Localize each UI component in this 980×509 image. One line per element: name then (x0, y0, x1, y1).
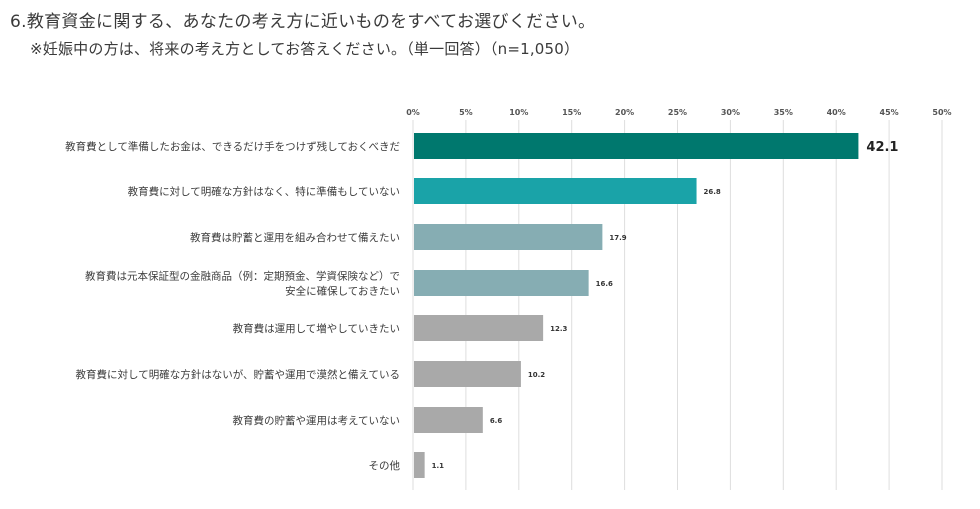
data-label: 42.1 (866, 140, 898, 155)
category-label: 教育費は運用して増やしていきたい (233, 322, 400, 335)
category-label: 教育費は貯蓄と運用を組み合わせて備えたい (190, 231, 400, 244)
tick-label: 15% (562, 108, 581, 117)
category-label: その他 (369, 459, 401, 472)
bar (414, 315, 544, 341)
tick-label: 50% (932, 108, 951, 117)
tick-label: 35% (774, 108, 793, 117)
bar (414, 270, 589, 296)
tick-label: 40% (827, 108, 846, 117)
bar (414, 452, 425, 478)
data-label: 16.6 (596, 280, 613, 288)
tick-label: 20% (615, 108, 634, 117)
tick-label: 0% (406, 108, 420, 117)
page-subtitle: ※妊娠中の方は、将来の考え方としてお答えください。（単一回答）（n=1,050） (30, 40, 580, 58)
bar (414, 361, 521, 387)
data-label: 12.3 (550, 325, 567, 333)
bar (414, 133, 859, 159)
bar (414, 407, 483, 433)
category-label: 教育費に対して明確な方針はなく、特に準備もしていない (128, 185, 400, 198)
tick-label: 45% (880, 108, 899, 117)
data-label: 26.8 (704, 188, 721, 196)
category-label: 安全に確保しておきたい (285, 285, 400, 298)
page-title: 6.教育資金に関する、あなたの考え方に近いものをすべてお選びください。 (10, 12, 596, 32)
category-label: 教育費に対して明確な方針はないが、貯蓄や運用で漠然と備えている (76, 368, 400, 381)
bar (414, 224, 603, 250)
data-label: 1.1 (432, 462, 445, 470)
category-label: 教育費として準備したお金は、できるだけ手をつけず残しておくべきだ (65, 140, 400, 153)
data-label: 6.6 (490, 417, 503, 425)
data-label: 17.9 (609, 234, 626, 242)
tick-label: 5% (459, 108, 473, 117)
bar (414, 178, 697, 204)
tick-label: 25% (668, 108, 687, 117)
data-label: 10.2 (528, 371, 545, 379)
category-label: 教育費の貯蓄や運用は考えていない (233, 414, 400, 427)
tick-label: 10% (509, 108, 528, 117)
tick-label: 30% (721, 108, 740, 117)
category-label: 教育費は元本保証型の金融商品（例：定期預金、学資保険など）で (85, 270, 400, 283)
